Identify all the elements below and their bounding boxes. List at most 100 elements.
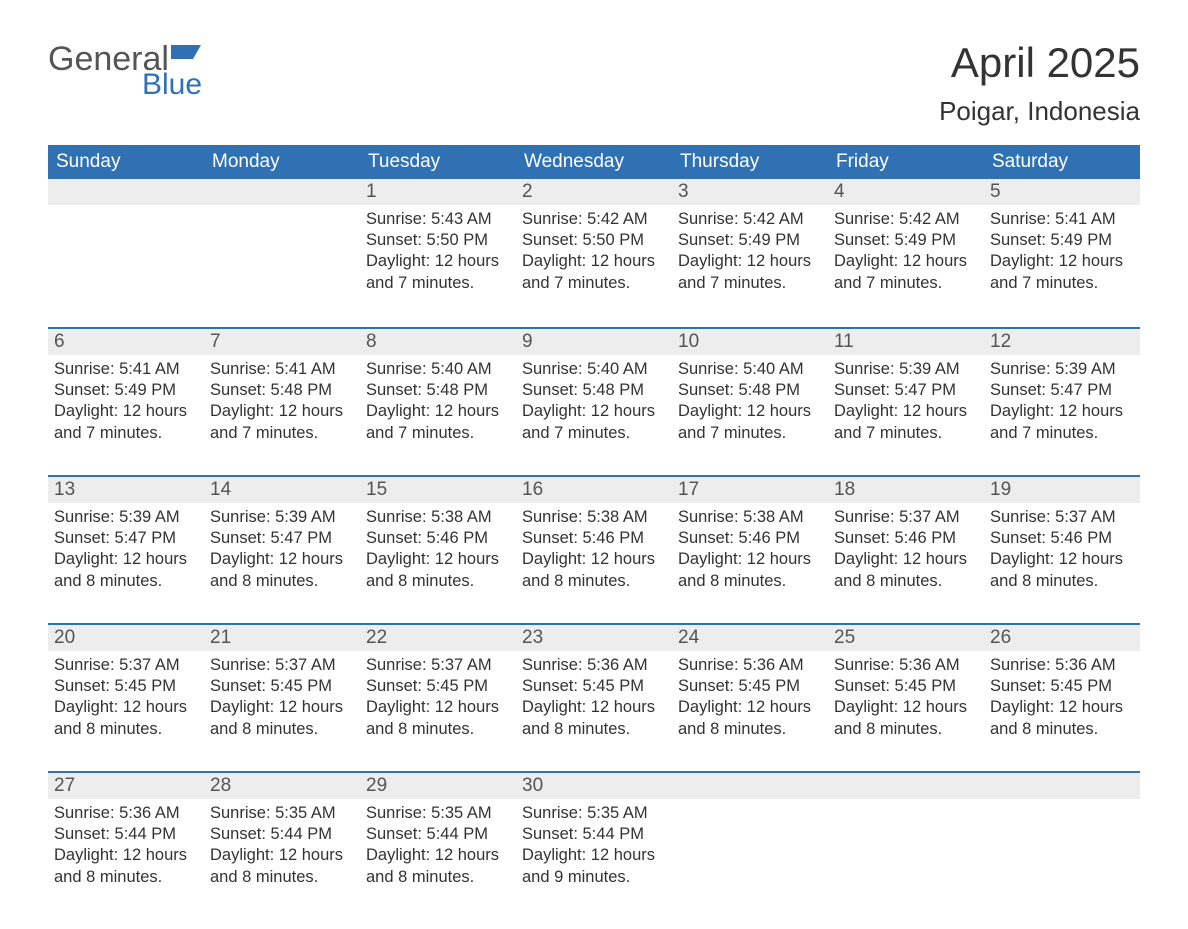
day-number: 24 (672, 625, 828, 651)
day-details: Sunrise: 5:38 AMSunset: 5:46 PMDaylight:… (360, 503, 516, 593)
daylight-line: Daylight: 12 hours and 8 minutes. (54, 549, 198, 591)
day-details: Sunrise: 5:41 AMSunset: 5:49 PMDaylight:… (984, 205, 1140, 295)
sunset-line: Sunset: 5:49 PM (54, 380, 198, 401)
sunset-line: Sunset: 5:46 PM (678, 528, 822, 549)
day-number: 2 (516, 179, 672, 205)
day-number: 12 (984, 329, 1140, 355)
calendar-cell: 19Sunrise: 5:37 AMSunset: 5:46 PMDayligh… (984, 477, 1140, 613)
day-header-wednesday: Wednesday (516, 145, 672, 179)
daylight-line: Daylight: 12 hours and 8 minutes. (990, 697, 1134, 739)
day-header-sunday: Sunday (48, 145, 204, 179)
day-number: 7 (204, 329, 360, 355)
sunrise-line: Sunrise: 5:38 AM (366, 507, 510, 528)
daylight-line: Daylight: 12 hours and 8 minutes. (522, 549, 666, 591)
day-details (48, 205, 204, 211)
sunrise-line: Sunrise: 5:43 AM (366, 209, 510, 230)
calendar-cell: 1Sunrise: 5:43 AMSunset: 5:50 PMDaylight… (360, 179, 516, 317)
sunrise-line: Sunrise: 5:36 AM (54, 803, 198, 824)
calendar-cell: 11Sunrise: 5:39 AMSunset: 5:47 PMDayligh… (828, 329, 984, 465)
sunrise-line: Sunrise: 5:38 AM (678, 507, 822, 528)
day-number: 6 (48, 329, 204, 355)
sunset-line: Sunset: 5:49 PM (678, 230, 822, 251)
sunrise-line: Sunrise: 5:41 AM (54, 359, 198, 380)
sunset-line: Sunset: 5:44 PM (54, 824, 198, 845)
day-details: Sunrise: 5:39 AMSunset: 5:47 PMDaylight:… (204, 503, 360, 593)
day-details (672, 799, 828, 805)
daylight-line: Daylight: 12 hours and 8 minutes. (678, 549, 822, 591)
calendar-cell (204, 179, 360, 317)
day-header-saturday: Saturday (984, 145, 1140, 179)
page-title: April 2025 (939, 40, 1140, 86)
day-details: Sunrise: 5:37 AMSunset: 5:45 PMDaylight:… (48, 651, 204, 741)
day-details (204, 205, 360, 211)
day-details: Sunrise: 5:36 AMSunset: 5:45 PMDaylight:… (672, 651, 828, 741)
sunset-line: Sunset: 5:44 PM (522, 824, 666, 845)
calendar-cell: 23Sunrise: 5:36 AMSunset: 5:45 PMDayligh… (516, 625, 672, 761)
sunset-line: Sunset: 5:44 PM (366, 824, 510, 845)
sunrise-line: Sunrise: 5:36 AM (522, 655, 666, 676)
day-number (672, 773, 828, 799)
day-number: 13 (48, 477, 204, 503)
day-number: 11 (828, 329, 984, 355)
sunrise-line: Sunrise: 5:37 AM (990, 507, 1134, 528)
title-block: April 2025 Poigar, Indonesia (939, 40, 1140, 127)
calendar-cell: 20Sunrise: 5:37 AMSunset: 5:45 PMDayligh… (48, 625, 204, 761)
day-details: Sunrise: 5:42 AMSunset: 5:49 PMDaylight:… (828, 205, 984, 295)
daylight-line: Daylight: 12 hours and 8 minutes. (834, 549, 978, 591)
day-number: 16 (516, 477, 672, 503)
daylight-line: Daylight: 12 hours and 7 minutes. (990, 401, 1134, 443)
day-number: 17 (672, 477, 828, 503)
calendar-cell: 4Sunrise: 5:42 AMSunset: 5:49 PMDaylight… (828, 179, 984, 317)
day-number: 20 (48, 625, 204, 651)
daylight-line: Daylight: 12 hours and 7 minutes. (678, 251, 822, 293)
sunset-line: Sunset: 5:48 PM (678, 380, 822, 401)
week-row: 1Sunrise: 5:43 AMSunset: 5:50 PMDaylight… (48, 179, 1140, 317)
sunrise-line: Sunrise: 5:36 AM (834, 655, 978, 676)
day-details: Sunrise: 5:38 AMSunset: 5:46 PMDaylight:… (672, 503, 828, 593)
sunrise-line: Sunrise: 5:37 AM (834, 507, 978, 528)
daylight-line: Daylight: 12 hours and 7 minutes. (54, 401, 198, 443)
day-details: Sunrise: 5:37 AMSunset: 5:46 PMDaylight:… (828, 503, 984, 593)
sunrise-line: Sunrise: 5:40 AM (366, 359, 510, 380)
day-number (204, 179, 360, 205)
day-number: 10 (672, 329, 828, 355)
day-number (984, 773, 1140, 799)
daylight-line: Daylight: 12 hours and 8 minutes. (834, 697, 978, 739)
day-details (984, 799, 1140, 805)
day-details: Sunrise: 5:41 AMSunset: 5:49 PMDaylight:… (48, 355, 204, 445)
sunset-line: Sunset: 5:49 PM (834, 230, 978, 251)
day-details: Sunrise: 5:37 AMSunset: 5:45 PMDaylight:… (204, 651, 360, 741)
sunset-line: Sunset: 5:46 PM (990, 528, 1134, 549)
sunrise-line: Sunrise: 5:39 AM (990, 359, 1134, 380)
daylight-line: Daylight: 12 hours and 9 minutes. (522, 845, 666, 887)
day-details (828, 799, 984, 805)
daylight-line: Daylight: 12 hours and 8 minutes. (54, 697, 198, 739)
sunset-line: Sunset: 5:47 PM (834, 380, 978, 401)
day-number: 23 (516, 625, 672, 651)
calendar-cell: 18Sunrise: 5:37 AMSunset: 5:46 PMDayligh… (828, 477, 984, 613)
calendar-cell: 7Sunrise: 5:41 AMSunset: 5:48 PMDaylight… (204, 329, 360, 465)
daylight-line: Daylight: 12 hours and 8 minutes. (210, 549, 354, 591)
day-header-monday: Monday (204, 145, 360, 179)
day-details: Sunrise: 5:41 AMSunset: 5:48 PMDaylight:… (204, 355, 360, 445)
day-number: 5 (984, 179, 1140, 205)
sunset-line: Sunset: 5:46 PM (834, 528, 978, 549)
daylight-line: Daylight: 12 hours and 8 minutes. (366, 845, 510, 887)
sunset-line: Sunset: 5:50 PM (522, 230, 666, 251)
calendar-cell: 10Sunrise: 5:40 AMSunset: 5:48 PMDayligh… (672, 329, 828, 465)
sunset-line: Sunset: 5:48 PM (522, 380, 666, 401)
daylight-line: Daylight: 12 hours and 7 minutes. (678, 401, 822, 443)
day-details: Sunrise: 5:35 AMSunset: 5:44 PMDaylight:… (204, 799, 360, 889)
day-details: Sunrise: 5:35 AMSunset: 5:44 PMDaylight:… (516, 799, 672, 889)
calendar-cell: 22Sunrise: 5:37 AMSunset: 5:45 PMDayligh… (360, 625, 516, 761)
calendar-cell: 30Sunrise: 5:35 AMSunset: 5:44 PMDayligh… (516, 773, 672, 909)
day-number: 22 (360, 625, 516, 651)
calendar-page: General Blue April 2025 Poigar, Indonesi… (0, 0, 1188, 929)
sunset-line: Sunset: 5:45 PM (210, 676, 354, 697)
week-row: 20Sunrise: 5:37 AMSunset: 5:45 PMDayligh… (48, 623, 1140, 761)
day-number: 26 (984, 625, 1140, 651)
calendar-cell: 24Sunrise: 5:36 AMSunset: 5:45 PMDayligh… (672, 625, 828, 761)
day-header-friday: Friday (828, 145, 984, 179)
sunset-line: Sunset: 5:48 PM (366, 380, 510, 401)
daylight-line: Daylight: 12 hours and 8 minutes. (54, 845, 198, 887)
